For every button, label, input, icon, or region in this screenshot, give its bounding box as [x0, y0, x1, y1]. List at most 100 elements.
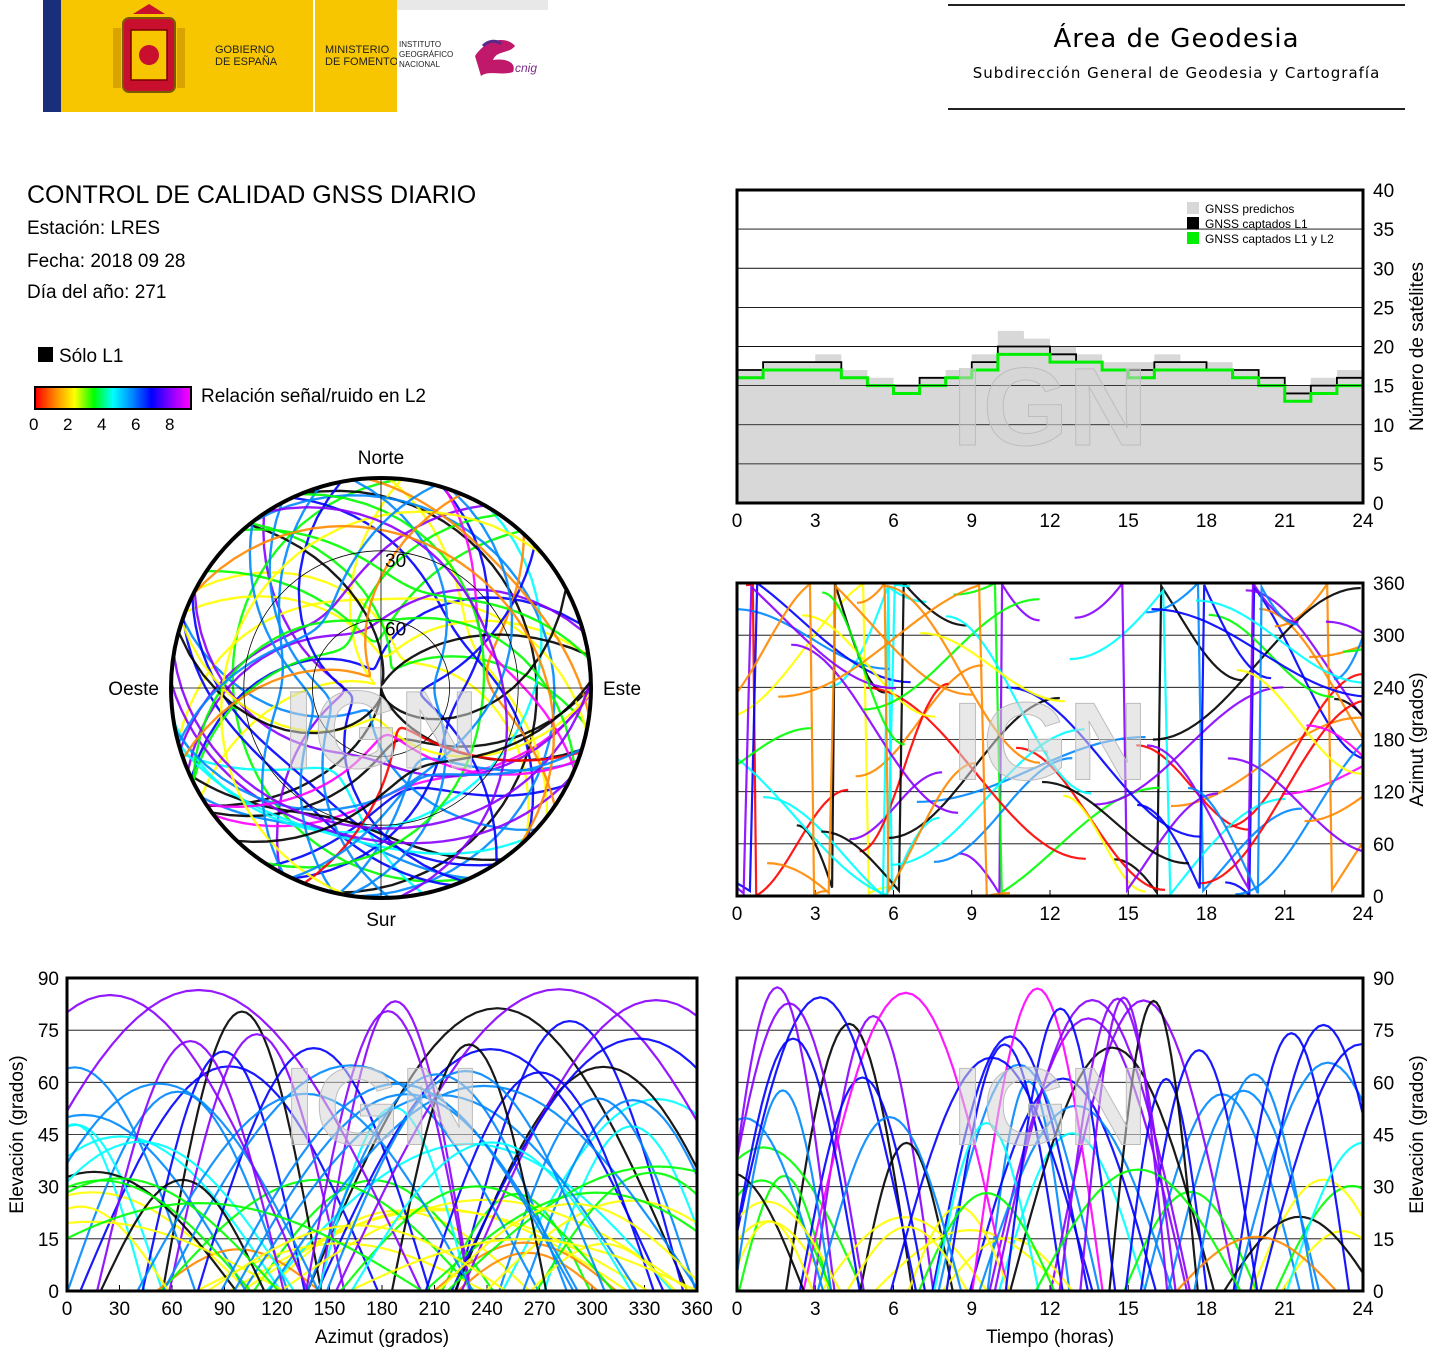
y-tick-label: 60: [1373, 1073, 1394, 1094]
satellite-track: [191, 524, 556, 847]
x-tick-label: 270: [524, 1299, 556, 1320]
plot-border: [735, 976, 1365, 1293]
x-tick-label: 6: [888, 511, 899, 532]
azimut-track: [1208, 613, 1334, 698]
x-tick-label: 18: [1196, 1299, 1217, 1320]
y-tick-label: 120: [1373, 783, 1405, 804]
elevation-time-track: [1004, 1007, 1117, 1291]
east-label: Este: [603, 679, 641, 700]
legend-label: GNSS captados L1 y L2: [1205, 232, 1334, 246]
elevation-track: [160, 1178, 475, 1291]
elevation-time-track: [945, 1043, 1064, 1291]
azimut-time-chart: 0 60 120 180 240 300 360 0 3 6 9 12 15 18 21 24 Azimut (…: [732, 574, 1428, 925]
y-tick-label: 20: [1373, 338, 1394, 359]
y-tick-label: 60: [1373, 835, 1394, 856]
azimut-track: [1146, 583, 1299, 892]
satellite-track: [179, 504, 486, 751]
satellite-track: [248, 521, 335, 894]
plot-border: [735, 581, 1365, 898]
elevation-track: [339, 1185, 615, 1291]
elevation-time-track: [968, 1077, 1157, 1291]
elevation-time-track: [1058, 997, 1177, 1291]
azimut-track: [1235, 741, 1363, 896]
azimut-track: [1136, 744, 1249, 831]
azimut-track: [1227, 757, 1363, 853]
azimut-track: [945, 615, 1092, 795]
azimut-track: [767, 583, 973, 896]
y-tick-label: 15: [1373, 377, 1394, 398]
header-logos: GOBIERNO DE ESPAÑA MINISTERIO DE FOMENTO…: [43, 0, 548, 112]
elevation-time-track: [1223, 1215, 1363, 1291]
y-tick-label: 10: [1373, 416, 1394, 437]
snr-tick: 0: [29, 415, 39, 434]
elevation-time-track: [859, 1141, 954, 1291]
satellites-chart: 0 5 10 15 20 25 30 35 40 0 3 6 9 12 15 18 21 24 Número de …: [732, 181, 1428, 532]
satellite-track: [181, 618, 536, 831]
y-axis-label: Elevación (grados): [1407, 1055, 1428, 1213]
satellite-track: [292, 486, 490, 880]
x-tick-label: 18: [1196, 904, 1217, 925]
x-tick-label: 0: [732, 1299, 743, 1320]
azimut-track: [1042, 780, 1190, 865]
elevation-track: [501, 1097, 697, 1291]
y-tick-label: 15: [38, 1230, 59, 1251]
satellite-track: [182, 492, 463, 760]
elevation-track: [67, 988, 423, 1291]
satellite-track: [191, 513, 500, 783]
azimut-track: [856, 583, 976, 895]
azimut-track: [1006, 686, 1201, 838]
elevation-track: [454, 1065, 697, 1291]
solo-l1-label: Sólo L1: [59, 346, 124, 367]
x-tick-label: 12: [1039, 511, 1060, 532]
elevation-time-track: [889, 1056, 1094, 1291]
elevation-time-track: [802, 991, 1010, 1291]
elevation-track: [424, 1071, 655, 1291]
snr-ticks: 0 2 4 6 8: [27, 415, 197, 435]
date-label: Fecha: 2018 09 28: [27, 251, 186, 272]
west-label: Oeste: [108, 679, 159, 700]
azimut-track: [763, 584, 927, 896]
azimut-track: [1333, 633, 1363, 681]
y-tick-label: 300: [1373, 626, 1405, 647]
elevation-track: [498, 1097, 697, 1291]
area-top-rule: [948, 4, 1405, 6]
ministerio-text: MINISTERIO DE FOMENTO: [325, 44, 399, 68]
satellite-track: [219, 510, 546, 897]
x-tick-label: 0: [62, 1299, 73, 1320]
elevation-time-track: [737, 1146, 864, 1291]
elevation-time-track: [931, 1035, 1089, 1291]
satellite-track: [236, 680, 592, 844]
satellite-track: [177, 484, 437, 744]
x-tick-label: 24: [1352, 1299, 1374, 1320]
x-tick-label: 300: [576, 1299, 608, 1320]
x-tick-label: 330: [629, 1299, 661, 1320]
satellite-track: [269, 783, 568, 867]
ign-logo: INSTITUTO GEOGRÁFICO NACIONAL cnig: [397, 10, 548, 112]
elevation-time-track: [1280, 1229, 1363, 1291]
snr-colorbar: [34, 386, 192, 410]
x-tick-label: 15: [1118, 1299, 1139, 1320]
x-tick-label: 3: [810, 511, 821, 532]
elevation-time-track: [812, 1014, 935, 1291]
elevation-time-track: [1108, 999, 1199, 1291]
logo-top-bar: [397, 0, 548, 10]
spain-flag-stripe: [61, 0, 81, 112]
azimut-track: [737, 584, 896, 896]
satellite-track: [264, 492, 486, 869]
azimut-track: [920, 631, 1065, 703]
station-label: Estación: LRES: [27, 218, 161, 239]
y-tick-label: 35: [1373, 220, 1394, 241]
azimut-track: [1281, 764, 1363, 796]
plot-border: [735, 188, 1365, 505]
ign-watermark: IGN: [283, 669, 479, 792]
y-tick-label: 30: [1373, 1178, 1394, 1199]
ign-watermark: IGN: [284, 1046, 480, 1169]
elevation-track: [350, 1141, 633, 1291]
elevation-time-chart: 0 15 30 45 60 75 90 0 3 6 9 12 15 18 21 24 Tiempo (horas…: [732, 969, 1428, 1348]
elevation-track: [279, 1198, 691, 1291]
gobierno-logo: GOBIERNO DE ESPAÑA: [81, 0, 313, 112]
tracks: [737, 986, 1363, 1291]
south-label: Sur: [366, 910, 396, 931]
coat-of-arms-icon: [113, 4, 185, 93]
elevation-track: [99, 1178, 266, 1291]
